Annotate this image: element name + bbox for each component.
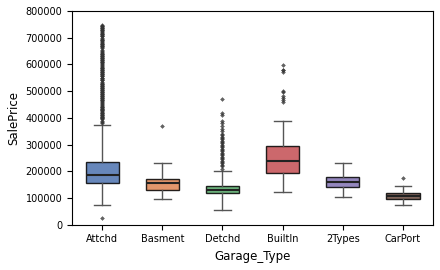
PathPatch shape	[86, 162, 119, 183]
PathPatch shape	[266, 146, 299, 173]
PathPatch shape	[326, 177, 359, 187]
PathPatch shape	[386, 193, 419, 199]
PathPatch shape	[146, 179, 179, 190]
X-axis label: Garage_Type: Garage_Type	[214, 250, 291, 263]
Y-axis label: SalePrice: SalePrice	[7, 91, 20, 145]
PathPatch shape	[206, 186, 239, 193]
